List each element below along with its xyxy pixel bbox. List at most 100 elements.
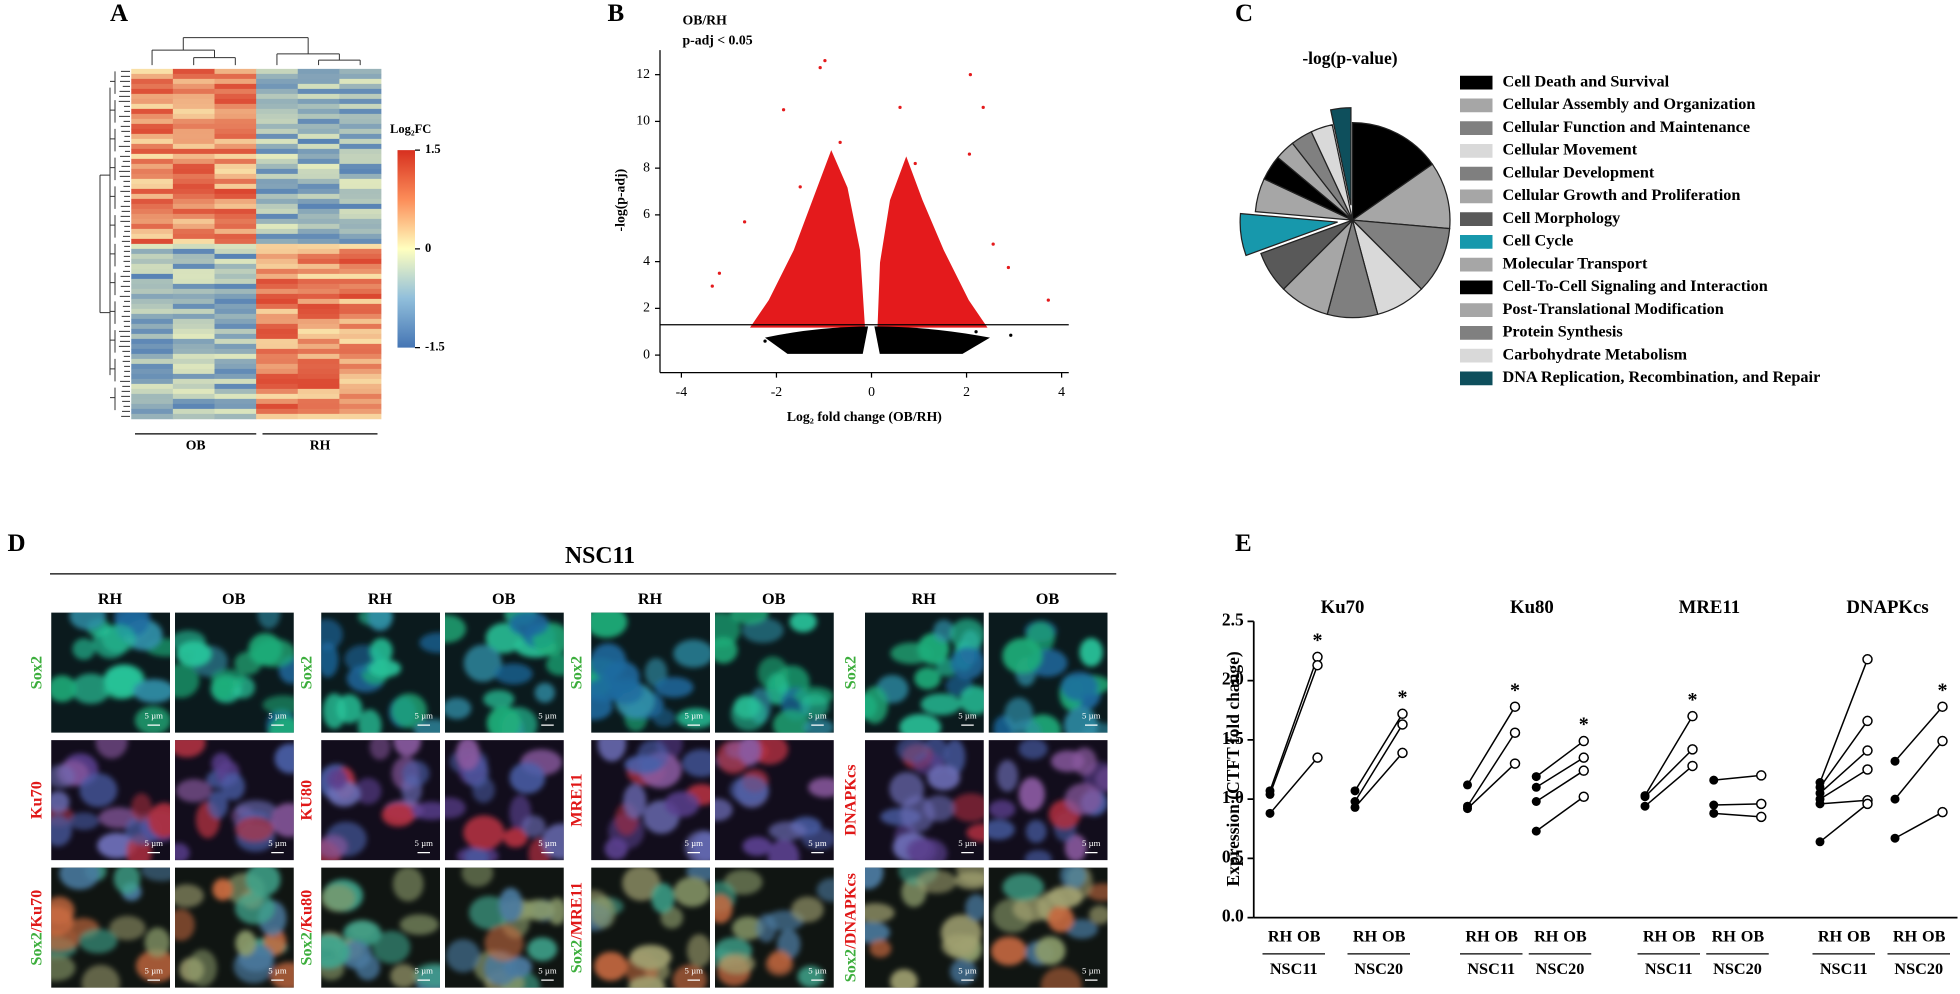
heatmap-cell [297,313,340,320]
heatmap-cell [297,103,340,110]
heatmap-cell [256,398,299,405]
heatmap-cell [214,263,257,270]
heatmap-cell [297,228,340,235]
group-label: OB [186,438,206,453]
heatmap-cell [172,378,215,385]
ob-point [1937,806,1948,818]
heatmap-cell [256,393,299,400]
rh-point [1531,772,1541,782]
heatmap-cell [297,333,340,340]
heatmap-cell [131,363,174,370]
group-title: MRE11 [1679,597,1740,618]
row-label: DNAPKcs [841,764,859,835]
heatmap-cell [131,163,174,170]
heatmap-cell [131,308,174,315]
cell [68,812,100,830]
cell [624,755,662,775]
condition-label: OB [1495,927,1519,945]
cell [503,827,528,848]
heatmap-cell [214,68,257,75]
heatmap-cell [214,258,257,265]
point [823,335,827,340]
heatmap-cell [297,318,340,325]
heatmap-cell [297,283,340,290]
heatmap-cell [131,228,174,235]
chart-title: OB/RH [683,13,728,28]
heatmap-cell [256,113,299,120]
point [798,185,802,189]
cell [413,719,440,733]
heatmap-cell [339,88,382,95]
heatmap-cell [172,148,215,155]
legend-label: Cellular Movement [1503,141,1638,159]
heatmap-cell [214,278,257,285]
heatmap-cell [256,383,299,390]
cell [988,799,1016,819]
cells [715,740,834,861]
x-tick-label: 0 [868,384,875,399]
heatmap-cell [131,103,174,110]
heatmap-cell [256,198,299,205]
heatmap-cell [214,383,257,390]
cells [321,740,440,861]
heatmap-cell [131,368,174,375]
heatmap-cell [256,103,299,110]
heatmap-cell [172,83,215,90]
heatmap-cell [214,253,257,260]
legend-label: Post-Translational Modification [1503,300,1724,318]
heatmap-cell [131,183,174,190]
cell [996,759,1019,792]
heatmap-cell [131,138,174,145]
column-header: OB [762,590,786,608]
pair-line [1894,706,1944,762]
heatmap-cell [214,338,257,345]
heatmap-cell [131,243,174,250]
point [1046,298,1050,302]
cell [175,843,190,861]
panel-label: A [110,0,128,27]
chart-subtitle: p-adj < 0.05 [683,33,753,48]
cell [175,884,204,908]
cell [673,639,710,668]
ob-point [1862,798,1873,810]
cells [51,612,170,733]
ob-point [1756,770,1767,781]
heatmap-cell [297,203,340,210]
cell [235,930,257,957]
heatmap-cell [172,278,215,285]
cell [69,612,106,630]
heatmap-cell [256,188,299,195]
cell [890,642,933,665]
column-header: RH [368,590,393,608]
heatmap-cell [339,73,382,80]
heatmap-cell [172,113,215,120]
scale-label: 5 µm [268,838,287,848]
ob-point [1509,727,1521,739]
cells [321,612,440,733]
cells [715,612,834,733]
row-label-part: Sox2 [27,932,45,965]
scale-label: 5 µm [685,838,704,848]
y-tick-label: 1.5 [1222,728,1244,748]
pair-line [1819,659,1869,783]
heatmap-cell [214,113,257,120]
heatmap-cell [172,93,215,100]
cell [966,823,984,842]
row-label-part: Ku80 [297,890,315,928]
scale-label: 5 µm [268,965,287,975]
heatmap-cell [297,208,340,215]
heatmap-cell [131,78,174,85]
cell [390,964,418,988]
row-label-part: DNAPKcs [841,764,859,835]
heatmap-cell [297,408,340,415]
point [898,105,902,110]
cell [1002,873,1045,901]
y-tick-label: 2.0 [1222,669,1244,689]
pair-line [1535,770,1585,803]
micrograph [865,867,984,988]
heatmap-cell [214,398,257,405]
row-label: MRE11 [567,773,585,826]
cell [456,740,480,771]
heatmap-cell [131,328,174,335]
cell [326,768,348,790]
